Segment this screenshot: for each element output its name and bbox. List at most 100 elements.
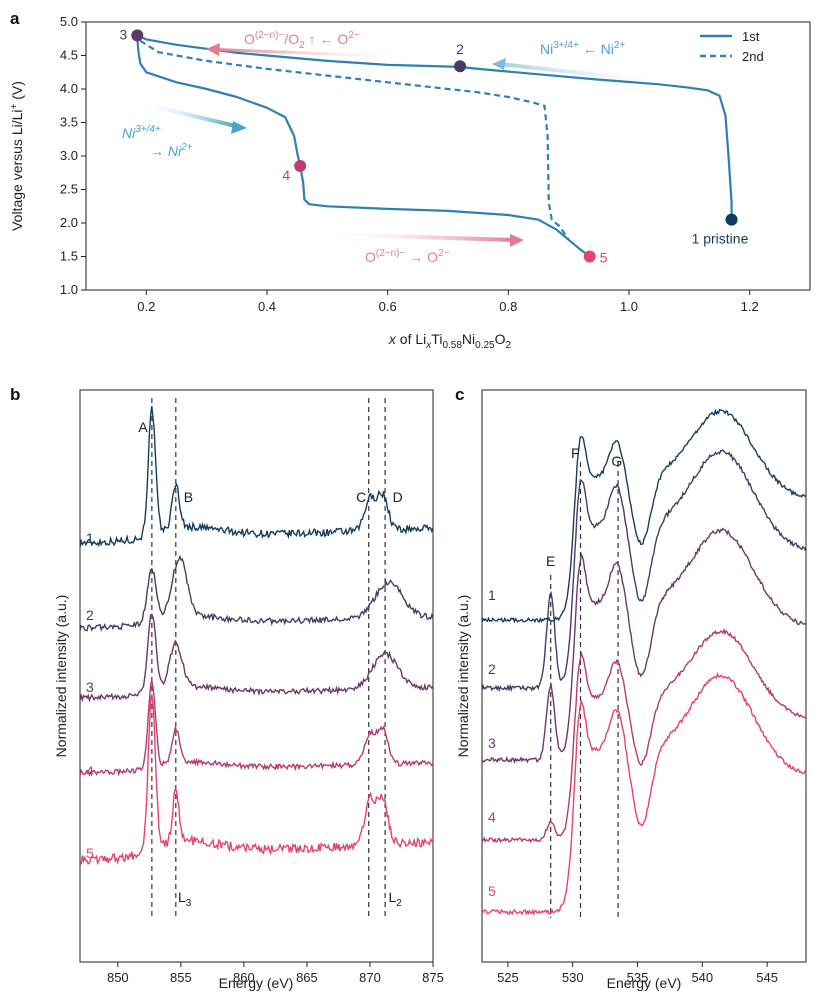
panel-c-xtick-label: 535 [627,970,649,985]
panel-a-points: 1 pristine 2 3 4 5 [119,26,748,265]
panel-a-xtick-label: 0.8 [499,299,517,314]
panel-a-ytick-label: 2.5 [60,182,78,197]
annotation-o-oxidation: O(2−n)−/O2 ↑ ← O2− [206,30,420,59]
peak-label-F: F [571,445,580,461]
panel-a-xtick-label: 0.6 [379,299,397,314]
panel-a-xtick-label: 0.2 [137,299,155,314]
arrow-ni-reduction [139,101,236,128]
label-ni-reduction-b: → Ni2+ [150,142,193,159]
panel-b-series: 1 2 3 4 5 [79,406,434,866]
annotation-ni-reduction: Ni3+/4+ → Ni2+ [122,101,247,159]
legend-2nd-label: 2nd [742,49,764,64]
spectrum-4 [481,627,807,844]
peak-label-A: A [138,419,148,435]
spectrum-2 [79,554,434,632]
panel-b-label: b [10,385,20,404]
panel-c-reference-lines [550,462,619,918]
label-ni-oxidation: Ni3+/4+ ← Ni2+ [540,40,625,57]
panel-b-reference-lines [151,398,386,920]
panel-c-labels: E F G [546,445,622,569]
arrowhead-o-oxidation [206,43,220,56]
label-o-reduction: O(2−n)− → O2− [365,248,450,265]
panel-a-xlabel: x of LixTi0.58Ni0.25O2 [388,331,512,351]
annotation-o-reduction: O(2−n)− → O2− [322,232,524,265]
point-label: 5 [600,250,608,266]
spectrum-4 [79,680,434,778]
panel-b-ticks: 850 855 860 865 870 875 [107,962,444,985]
panel-b-xtick-label: 870 [359,970,381,985]
peak-label-C: C [356,489,366,505]
panel-a-ytick-label: 1.0 [60,282,78,297]
spectrum-label-5: 5 [488,883,496,899]
peak-label-G: G [611,453,622,469]
panel-a-xtick-label: 1.0 [620,299,638,314]
panel-a-legend: 1st 2nd [700,29,764,64]
panel-a-ytick-label: 2.0 [60,215,78,230]
spectrum-3 [79,613,434,703]
panel-b-axes [79,389,434,963]
spectrum-label-2: 2 [488,661,496,677]
panel-b-labels: A B C D L3 L2 [138,419,402,909]
spectrum-5 [481,672,807,916]
spectrum-label-3: 3 [488,735,496,751]
panel-c-ticks: 525 530 535 540 545 [497,962,778,985]
spectrum-5 [79,694,434,866]
arrow-o-reduction [322,232,512,242]
panel-a-ytick-label: 4.5 [60,48,78,63]
panel-b-ylabel: Normalized intensity (a.u.) [53,595,69,758]
label-ni-reduction-a: Ni3+/4+ [122,124,161,141]
arrowhead-ni-reduction [231,121,247,134]
panel-b-xtick-label: 850 [107,970,129,985]
panel-c-xtick-label: 530 [562,970,584,985]
panel-a-ticks: 0.2 0.4 0.6 0.8 1.0 1.2 1.0 1.5 2.0 2.5 3.0 3.5 4.0 4… [60,14,759,314]
annotation-ni-oxidation: Ni3+/4+ ← Ni2+ [492,40,680,86]
point-4 [294,160,307,173]
edge-label: L3 [178,889,192,909]
panel-b-xtick-label: 860 [233,970,255,985]
label-o-oxidation: O(2−n)−/O2 ↑ ← O2− [244,30,360,51]
peak-label-D: D [393,489,403,505]
spectrum-label-2: 2 [86,607,94,623]
panel-a-label: a [10,9,20,28]
point-2 [454,60,467,73]
point-label: 1 pristine [692,231,749,247]
panel-a-series [136,33,733,258]
spectrum-label-1: 1 [86,530,94,546]
arrowhead-ni-oxidation [492,58,506,70]
panel-a-ytick-label: 5.0 [60,14,78,29]
point-label: 3 [119,26,127,42]
point-5 [583,250,596,263]
panel-a-ylabel: Voltage versus Li/Li+ (V) [9,81,25,231]
point-3 [131,29,144,42]
series-2nd [139,39,570,241]
point-1-pristine [725,213,738,226]
peak-label-B: B [184,489,193,505]
arrow-o-oxidation [215,48,420,59]
panel-c-xlabel: Energy (eV) [607,975,682,991]
panel-a-ytick-label: 3.5 [60,115,78,130]
panel-c-xtick-label: 525 [497,970,519,985]
panel-a-xtick-label: 1.2 [741,299,759,314]
panel-b: b 850 855 860 865 870 875 1 2 3 4 5 A B C D L3 L2 Norm… [10,385,444,991]
panel-a-xtick-label: 0.4 [258,299,276,314]
point-label: 2 [456,41,464,57]
spectrum-1 [79,406,434,548]
spectrum-label-4: 4 [488,809,496,825]
series-1st [136,33,733,258]
panel-a-ytick-label: 3.0 [60,148,78,163]
panel-c-axes [481,389,807,963]
spectrum-1 [481,408,807,624]
spectrum-2 [481,449,807,693]
legend-1st-label: 1st [742,29,760,44]
panel-a: a 0.2 0.4 0.6 0.8 1.0 1.2 1.0 1.5 2.0 2.5 3.0 3.5 4.… [9,9,811,351]
panel-b-xtick-label: 855 [170,970,192,985]
panel-b-xtick-label: 875 [422,970,444,985]
panel-c-label: c [455,385,464,404]
panel-b-xtick-label: 865 [296,970,318,985]
arrowhead-o-reduction [510,234,524,247]
spectrum-label-1: 1 [488,587,496,603]
spectrum-3 [481,527,807,764]
spectrum-label-3: 3 [86,679,94,695]
peak-label-E: E [546,553,555,569]
